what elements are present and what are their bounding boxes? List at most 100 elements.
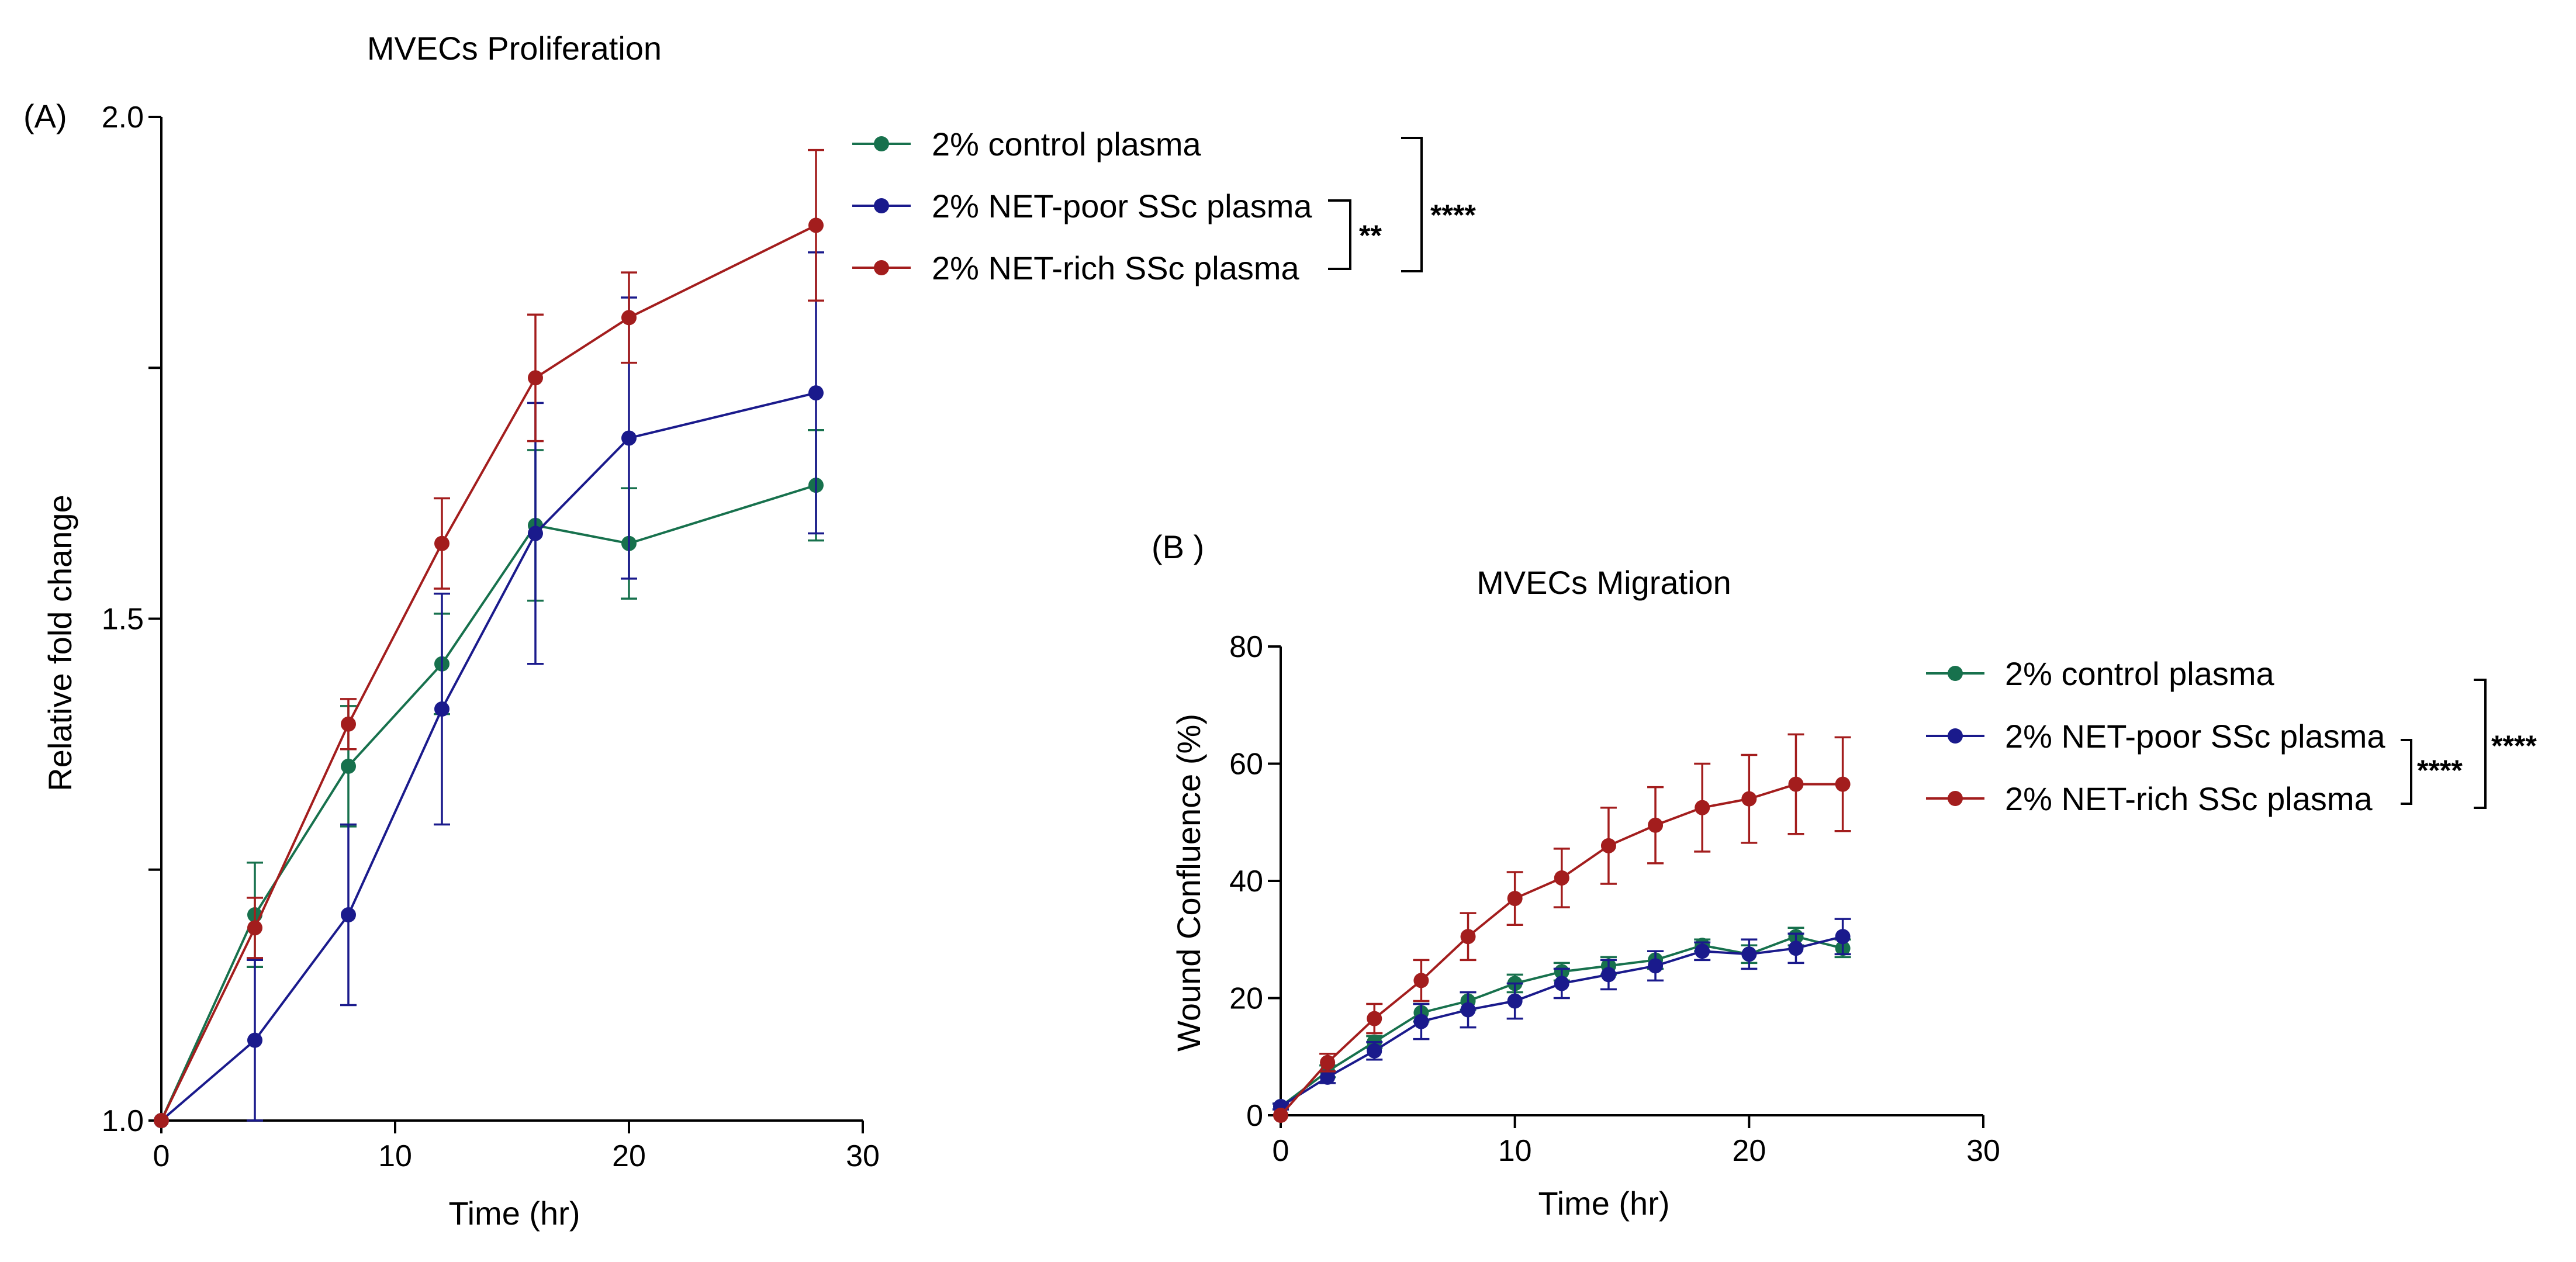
y-tick-label-b: 40 [1229, 865, 1263, 898]
significance-a: ** **** [1328, 137, 1476, 272]
series-netrich-b [1273, 733, 1851, 1123]
legend-label-netpoor-b: 2% NET-poor SSc plasma [2005, 718, 2385, 755]
significance-b: **** **** [2401, 679, 2537, 809]
y-tick-label-a: 1.5 [102, 603, 144, 637]
series-netrich-a [154, 148, 824, 1128]
plot-area-b [1273, 733, 1851, 1123]
data-point-netpoor-b [1835, 929, 1851, 945]
data-point-netpoor-b [1788, 941, 1804, 956]
data-point-netrich-b [1507, 891, 1523, 907]
legend-label-control-b: 2% control plasma [2005, 655, 2275, 692]
data-point-netpoor-b [1460, 1002, 1476, 1018]
data-point-netpoor-a [434, 701, 449, 717]
legend-a: 2% control plasma 2% NET-poor SSc plasma… [852, 126, 1312, 286]
data-point-netrich-b [1600, 838, 1616, 853]
x-tick-label-b: 30 [1966, 1134, 2000, 1168]
sig-bracket-outer-b [2474, 679, 2487, 809]
legend-marker-control-b [1948, 666, 1963, 681]
x-tick-label-b: 20 [1732, 1134, 1766, 1168]
series-line-netpoor-a [160, 392, 817, 1122]
data-point-netrich-b [1273, 1108, 1288, 1123]
x-axis-title-a: Time (hr) [448, 1195, 580, 1232]
panel-label-b: (B ) [1152, 528, 1204, 565]
legend-item-netrich-a: 2% NET-rich SSc plasma [852, 250, 1299, 286]
legend-marker-netpoor-a [874, 198, 889, 213]
legend-marker-netpoor-b [1948, 728, 1963, 744]
x-tick-label-a: 10 [378, 1139, 412, 1173]
data-point-netrich-a [154, 1113, 169, 1128]
y-tick-label-b: 0 [1246, 1099, 1263, 1133]
series-netpoor-b [1273, 918, 1851, 1114]
panel-label-a: (A) [23, 98, 67, 134]
legend-label-netrich-a: 2% NET-rich SSc plasma [932, 250, 1299, 286]
data-point-netrich-a [434, 535, 449, 551]
axes-b: 0 20 40 60 80 0 10 20 30 [1229, 630, 2000, 1168]
x-axis-title-b: Time (hr) [1538, 1185, 1669, 1222]
chart-title-b: MVECs Migration [1477, 564, 1731, 601]
series-netpoor-a [154, 251, 824, 1128]
y-tick-label-b: 60 [1229, 748, 1263, 782]
x-tick-label-a: 30 [846, 1139, 880, 1173]
data-point-netrich-b [1741, 791, 1757, 807]
data-point-netpoor-b [1320, 1069, 1336, 1085]
data-point-netpoor-b [1367, 1043, 1382, 1059]
y-axis-title-b: Wound Confluence (%) [1170, 714, 1207, 1052]
sig-bracket-outer-a [1401, 137, 1423, 272]
data-point-netrich-b [1648, 817, 1664, 833]
series-control-b [1273, 926, 1851, 1114]
x-tick-label-b: 0 [1273, 1134, 1289, 1168]
data-point-netrich-a [247, 920, 262, 936]
data-point-netpoor-b [1554, 976, 1569, 991]
data-point-netpoor-a [247, 1032, 262, 1048]
data-point-netpoor-a [528, 525, 543, 541]
series-line-control-a [160, 484, 817, 1121]
y-axis-title-a: Relative fold change [42, 495, 78, 791]
y-tick-label-b: 80 [1229, 630, 1263, 664]
data-point-netrich-a [621, 310, 637, 326]
legend-label-netrich-b: 2% NET-rich SSc plasma [2005, 780, 2373, 817]
legend-item-netpoor-a: 2% NET-poor SSc plasma [852, 188, 1312, 224]
panel-migration: (B ) MVECs Migration Time (hr) Wound Con… [1152, 528, 2537, 1222]
data-point-netrich-b [1554, 870, 1569, 886]
legend-b: 2% control plasma 2% NET-poor SSc plasma… [1926, 655, 2385, 817]
sig-label-outer-b: **** [2491, 729, 2537, 762]
data-point-netrich-b [1695, 800, 1710, 815]
plot-area-a [154, 148, 824, 1128]
sig-label-outer-a: **** [1430, 199, 1476, 231]
x-tick-label-a: 20 [612, 1139, 646, 1173]
legend-item-control-a: 2% control plasma [852, 126, 1202, 162]
data-point-netpoor-a [808, 385, 824, 401]
data-point-netrich-b [1320, 1054, 1336, 1070]
panel-proliferation: (A) MVECs Proliferation Time (hr) Relati… [23, 30, 1476, 1232]
legend-item-netrich-b: 2% NET-rich SSc plasma [1926, 780, 2373, 817]
y-tick-label-a: 1.0 [102, 1104, 144, 1138]
chart-title-a: MVECs Proliferation [367, 30, 662, 67]
data-point-control-a [341, 758, 356, 774]
data-point-netpoor-b [1600, 967, 1616, 983]
data-point-netrich-b [1413, 973, 1429, 988]
sig-label-inner-b: **** [2417, 754, 2463, 787]
data-point-netrich-b [1788, 776, 1804, 792]
legend-label-netpoor-a: 2% NET-poor SSc plasma [932, 188, 1312, 224]
data-point-netpoor-a [621, 430, 637, 446]
sig-bracket-inner-b [2401, 739, 2412, 805]
sig-label-inner-a: ** [1359, 219, 1382, 252]
data-point-netrich-b [1367, 1011, 1382, 1026]
data-point-netrich-b [1460, 929, 1476, 945]
data-point-netpoor-b [1695, 943, 1710, 959]
legend-label-control-a: 2% control plasma [932, 126, 1202, 162]
data-point-netrich-a [341, 716, 356, 732]
axes-a: 1.0 1.5 2.0 0 10 20 30 [102, 101, 880, 1173]
legend-item-netpoor-b: 2% NET-poor SSc plasma [1926, 718, 2385, 755]
data-point-netpoor-a [341, 907, 356, 923]
data-point-netrich-b [1835, 776, 1851, 792]
data-point-netpoor-b [1507, 993, 1523, 1009]
series-line-netrich-a [160, 224, 817, 1121]
data-point-netrich-a [808, 217, 824, 233]
y-tick-label-b: 20 [1229, 982, 1263, 1016]
data-point-netrich-a [528, 370, 543, 386]
legend-item-control-b: 2% control plasma [1926, 655, 2275, 692]
data-point-netpoor-b [1413, 1014, 1429, 1029]
